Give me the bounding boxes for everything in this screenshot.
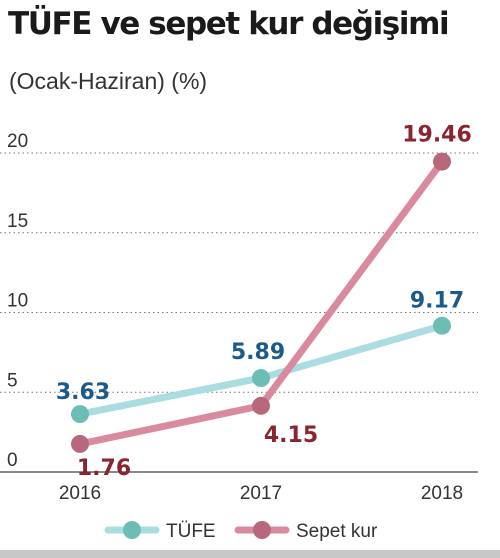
legend: TÜFE Sepet kur bbox=[104, 521, 378, 542]
data-point bbox=[252, 396, 270, 415]
data-label: 3.63 bbox=[56, 380, 110, 405]
data-label: 4.15 bbox=[264, 423, 318, 448]
data-point bbox=[71, 434, 89, 453]
data-label: 19.46 bbox=[402, 123, 472, 148]
legend-label: Sepet kur bbox=[296, 521, 378, 542]
chart-subtitle: (Ocak-Haziran) (%) bbox=[9, 68, 208, 94]
bottom-divider bbox=[0, 550, 500, 558]
legend-marker bbox=[253, 521, 271, 539]
data-label: 1.76 bbox=[77, 456, 131, 481]
data-label: 9.17 bbox=[410, 289, 464, 314]
y-tick-label: 0 bbox=[7, 450, 18, 471]
data-labels: 3.63 5.89 9.17 1.76 4.15 19.46 bbox=[56, 123, 472, 481]
x-axis-ticks: 2016 2017 2018 bbox=[59, 483, 463, 504]
legend-marker bbox=[123, 521, 141, 539]
data-point bbox=[252, 369, 270, 388]
data-point bbox=[71, 405, 89, 424]
legend-label: TÜFE bbox=[166, 521, 216, 542]
y-tick-label: 15 bbox=[7, 211, 28, 232]
y-tick-label: 20 bbox=[7, 131, 28, 152]
x-tick-label: 2016 bbox=[59, 483, 101, 504]
gridlines bbox=[0, 152, 478, 393]
series-markers bbox=[71, 152, 451, 453]
data-point bbox=[433, 316, 451, 335]
y-tick-label: 5 bbox=[7, 370, 18, 391]
x-tick-label: 2018 bbox=[421, 483, 463, 504]
y-axis-ticks: 0 5 10 15 20 bbox=[7, 131, 28, 471]
chart-title: TÜFE ve sepet kur değişimi bbox=[8, 6, 450, 42]
y-tick-label: 10 bbox=[7, 291, 28, 312]
data-point bbox=[433, 152, 451, 171]
data-label: 5.89 bbox=[231, 340, 285, 365]
x-tick-label: 2017 bbox=[240, 483, 282, 504]
